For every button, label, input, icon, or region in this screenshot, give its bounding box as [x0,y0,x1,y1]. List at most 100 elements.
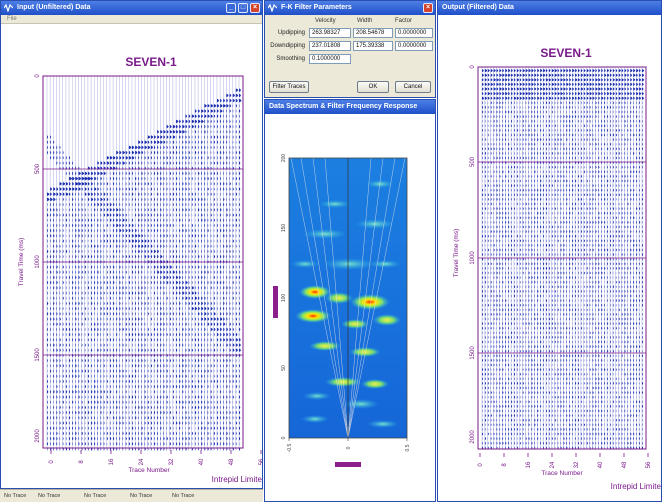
wiggle-fill [62,213,64,217]
wiggle-fill [490,151,492,156]
wiggle-fill [499,331,501,335]
wiggle-fill [94,286,96,290]
wiggle-fill [53,338,55,342]
wiggle-fill [220,98,222,103]
wiggle-fill [493,170,495,174]
wiggle-fill [116,379,117,384]
wiggle-fill [157,192,159,197]
wiggle-fill [226,379,228,384]
wiggle-fill [179,442,181,446]
wiggle-fill [213,353,216,358]
wiggle-fill [496,225,498,229]
wiggle-fill [226,213,228,217]
smoothing-field[interactable]: 0.1000000 [309,54,351,64]
wiggle-fill [194,306,198,311]
wiggle-fill [87,317,89,321]
updipping-factor-field[interactable]: 0.0000000 [395,28,433,38]
wiggle-fill [223,109,224,113]
input-window-titlebar[interactable]: Input (Unfiltered) Data _ □ × [1,1,262,15]
wiggle-fill [113,369,115,373]
wiggle-fill [201,254,202,259]
wiggle-fill [207,348,209,353]
wiggle-fill [207,249,209,254]
wiggle-fill [185,213,187,217]
wiggle-fill [172,135,176,139]
wiggle-fill [235,213,238,217]
wiggle-fill [207,374,209,379]
wiggle-fill [511,239,513,243]
wiggle-fill [125,306,127,311]
wiggle-fill [50,286,51,290]
wiggle-fill [62,150,64,155]
wiggle-fill [499,345,501,349]
minimize-icon[interactable]: _ [226,3,236,13]
spectrum-window-titlebar[interactable]: Data Spectrum & Filter Frequency Respons… [265,100,435,114]
updipping-velocity-field[interactable]: 263.98327 [309,28,351,38]
wiggle-fill [144,296,146,301]
wiggle-fill [128,442,131,446]
wiggle-fill [487,276,489,280]
wiggle-fill [239,416,241,420]
wiggle-fill [106,416,108,420]
wiggle-fill [50,197,53,202]
wiggle-fill [201,301,203,306]
wiggle-fill [72,436,74,441]
wiggle-fill [194,202,196,207]
wiggle-fill [511,225,512,229]
wiggle-fill [172,202,174,207]
updipping-width-field[interactable]: 208.54678 [353,28,393,38]
wiggle-fill [207,364,209,368]
wiggle-fill [166,400,168,405]
wiggle-fill [154,202,155,207]
downdipping-velocity-field[interactable]: 237.01808 [309,41,351,51]
downdipping-factor-field[interactable]: 0.0000000 [395,41,433,51]
wiggle-fill [47,390,49,394]
wiggle-fill [239,426,241,431]
wiggle-fill [514,147,515,151]
wiggle-fill [484,391,486,395]
wiggle-fill [128,421,130,425]
wiggle-fill [113,374,115,379]
wiggle-fill [65,364,67,368]
wiggle-fill [496,349,498,353]
output-window-titlebar[interactable]: Output (Filtered) Data [438,1,661,15]
wiggle-fill [239,249,240,254]
close-icon[interactable]: × [250,3,260,13]
spectrum-y-tick-label: 200 [281,154,287,163]
ok-button[interactable]: OK [357,81,389,93]
y-tick-label: 2000 [35,429,41,443]
maximize-icon[interactable]: □ [238,3,248,13]
filter-traces-button[interactable]: Filter Traces [269,81,309,93]
downdipping-width-field[interactable]: 175.39338 [353,41,393,51]
wiggle-fill [157,296,159,301]
menu-file[interactable]: File [7,16,17,22]
wiggle-fill [176,213,177,217]
wiggle-fill [490,230,492,234]
wiggle-fill [239,114,240,119]
fk-dialog-body: Velocity Width Factor Updipping 263.9832… [265,15,435,97]
fk-dialog-titlebar[interactable]: F-K Filter Parameters × [265,1,435,15]
wiggle-fill [511,133,512,137]
wiggle-fill [226,317,228,321]
wiggle-fill [235,442,237,446]
cancel-button[interactable]: Cancel [395,81,431,93]
wiggle-fill [194,249,196,254]
wiggle-fill [207,114,210,119]
wiggle-fill [490,377,492,381]
wiggle-fill [56,156,58,160]
wiggle-fill [135,358,136,363]
wiggle-fill [166,218,168,223]
wiggle-fill [216,275,218,280]
wiggle-fill [182,421,184,425]
wiggle-fill [182,384,184,389]
wiggle-fill [135,187,137,191]
wiggle-fill [135,182,137,186]
wiggle-fill [53,369,54,373]
wiggle-fill [482,220,483,225]
wiggle-fill [220,317,223,321]
wiggle-fill [150,296,152,301]
wiggle-fill [109,156,113,160]
wiggle-fill [135,338,136,342]
wiggle-fill [216,114,219,119]
close-icon[interactable]: × [423,3,433,13]
